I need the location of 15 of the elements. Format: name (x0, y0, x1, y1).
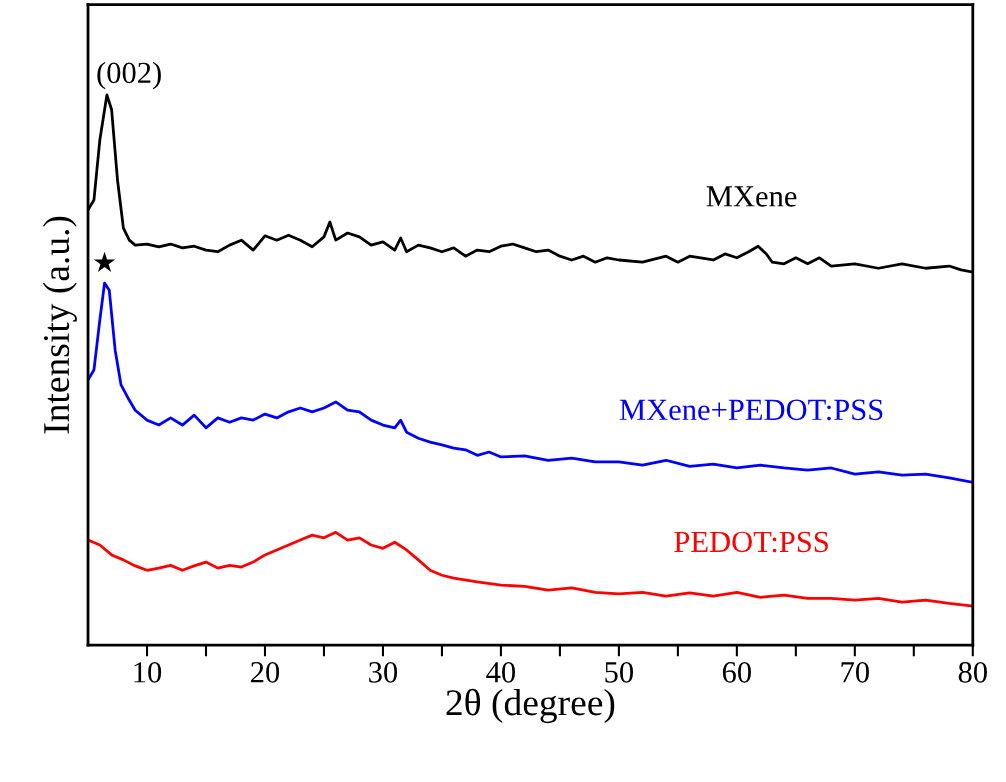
x-tick-label: 70 (841, 662, 869, 683)
series-label: MXene (706, 186, 797, 207)
x-tick-label: 30 (369, 662, 398, 683)
x-tick-label: 10 (134, 662, 162, 683)
annotation: ★ (93, 251, 116, 272)
series-label: MXene+PEDOT:PSS (619, 399, 883, 421)
y-axis-title: Intensity (a.u.) (42, 216, 77, 434)
x-axis-title: 2θ (degree) (446, 688, 615, 724)
series-label: PEDOT:PSS (674, 531, 828, 553)
x-tick-label: 80 (958, 662, 987, 683)
x-tick-label: 50 (605, 662, 633, 683)
annotation: (002) (97, 61, 161, 90)
x-tick-label: 40 (486, 662, 516, 683)
x-tick-label: 20 (251, 662, 280, 683)
x-tick-label: 60 (722, 662, 751, 683)
